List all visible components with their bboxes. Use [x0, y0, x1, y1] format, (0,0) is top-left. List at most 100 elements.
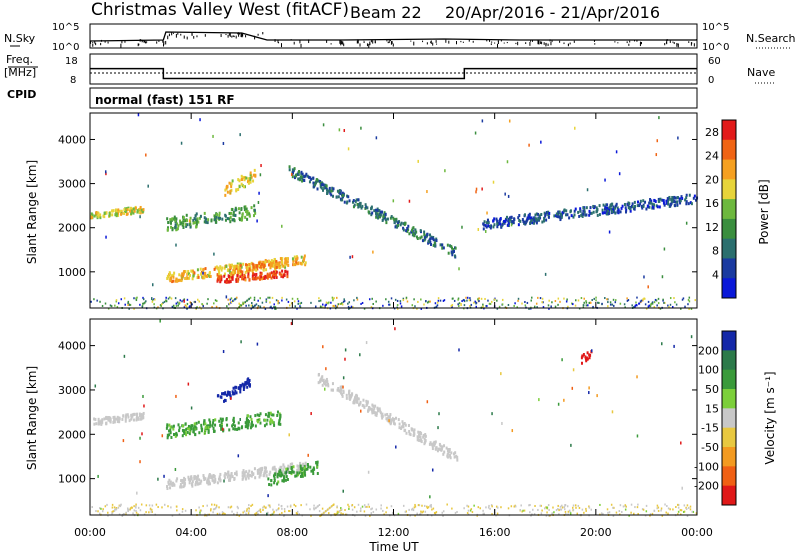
data-cell	[201, 427, 204, 431]
ground-scatter-cell	[583, 297, 585, 300]
data-cell	[423, 233, 426, 237]
ground-scatter-cell	[557, 504, 559, 507]
data-cell	[545, 218, 548, 222]
ground-scatter-cell	[165, 296, 167, 299]
ground-scatter-cell	[163, 300, 166, 303]
data-cell	[273, 257, 276, 261]
ground-scatter-cell	[273, 511, 275, 514]
cpid-label: CPID	[7, 88, 36, 101]
ground-scatter-cell	[336, 510, 339, 513]
ground-scatter-cell	[578, 506, 581, 509]
data-cell	[124, 210, 127, 214]
ground-scatter-cell	[396, 299, 399, 302]
ground-scatter-cell	[521, 302, 523, 305]
noise-cell	[475, 187, 478, 191]
ground-scatter-cell	[638, 302, 641, 305]
data-cell	[237, 187, 240, 191]
ground-scatter-cell	[281, 296, 283, 299]
data-cell	[192, 430, 195, 434]
data-cell	[410, 427, 413, 431]
data-cell	[245, 424, 248, 428]
data-cell	[142, 208, 145, 212]
data-cell	[169, 428, 172, 432]
data-cell	[136, 209, 139, 213]
data-cell	[236, 264, 239, 268]
data-cell	[558, 210, 561, 214]
noise-cell	[481, 119, 484, 123]
data-cell	[298, 465, 301, 469]
data-cell	[341, 394, 344, 398]
ground-scatter-cell	[238, 302, 240, 305]
ground-scatter-cell	[277, 508, 279, 511]
ground-scatter-cell	[419, 512, 422, 515]
data-cell	[243, 383, 246, 387]
data-cell	[186, 426, 189, 430]
ground-scatter-cell	[636, 506, 639, 509]
data-cell	[174, 223, 177, 227]
data-cell	[185, 433, 188, 437]
ground-scatter-cell	[175, 505, 178, 508]
ground-scatter-cell	[634, 305, 636, 308]
data-cell	[428, 442, 431, 446]
data-cell	[265, 474, 268, 478]
data-cell	[236, 274, 239, 278]
ground-scatter-cell	[619, 504, 622, 507]
noise-cell	[655, 153, 658, 157]
data-cell	[694, 198, 697, 202]
ground-scatter-cell	[221, 513, 224, 516]
data-cell	[319, 181, 322, 185]
data-cell	[184, 223, 187, 227]
nsearch-tick	[664, 43, 666, 46]
noise-cell	[574, 126, 576, 130]
colorbar-swatch	[722, 159, 736, 180]
ground-scatter-cell	[214, 299, 217, 302]
ground-scatter-cell	[118, 513, 121, 516]
nsearch-tick	[107, 41, 109, 44]
data-cell	[247, 177, 250, 181]
data-cell	[365, 399, 368, 403]
data-cell	[393, 218, 396, 222]
ground-scatter-cell	[557, 507, 559, 510]
data-cell	[386, 217, 389, 221]
data-cell	[234, 389, 237, 393]
data-cell	[377, 407, 380, 411]
data-cell	[224, 213, 227, 217]
data-cell	[240, 384, 243, 388]
data-cell	[320, 186, 323, 190]
data-cell	[596, 213, 599, 217]
noise-cell	[484, 229, 487, 233]
data-cell	[252, 272, 255, 276]
ground-scatter-cell	[457, 298, 459, 301]
data-cell	[424, 433, 427, 437]
ground-scatter-cell	[585, 304, 588, 307]
data-cell	[509, 217, 512, 221]
data-cell	[219, 472, 222, 476]
ground-scatter-cell	[248, 297, 250, 300]
ground-scatter-cell	[106, 503, 108, 506]
ground-scatter-cell	[420, 510, 422, 513]
colorbar-frame	[721, 330, 737, 506]
data-cell	[254, 424, 257, 428]
ground-scatter-cell	[263, 306, 265, 309]
data-cell	[523, 220, 526, 224]
nsearch-tick	[563, 42, 565, 45]
ground-scatter-cell	[475, 305, 478, 308]
data-cell	[671, 199, 674, 203]
ground-scatter-cell	[659, 307, 662, 310]
data-cell	[246, 209, 249, 213]
data-cell	[199, 481, 202, 485]
data-cell	[227, 280, 230, 284]
nsearch-tick	[257, 33, 259, 36]
ground-scatter-cell	[411, 304, 414, 307]
ground-scatter-cell	[559, 505, 562, 508]
data-cell	[589, 211, 592, 215]
data-cell	[614, 211, 617, 215]
ground-scatter-cell	[559, 508, 562, 511]
noise-cell	[105, 235, 107, 239]
ground-scatter-cell	[189, 305, 191, 308]
nsearch-tick	[594, 43, 596, 45]
data-cell	[406, 226, 409, 230]
data-cell	[108, 212, 111, 216]
data-cell	[566, 213, 569, 217]
x-tick-label: 20:00	[580, 526, 612, 539]
